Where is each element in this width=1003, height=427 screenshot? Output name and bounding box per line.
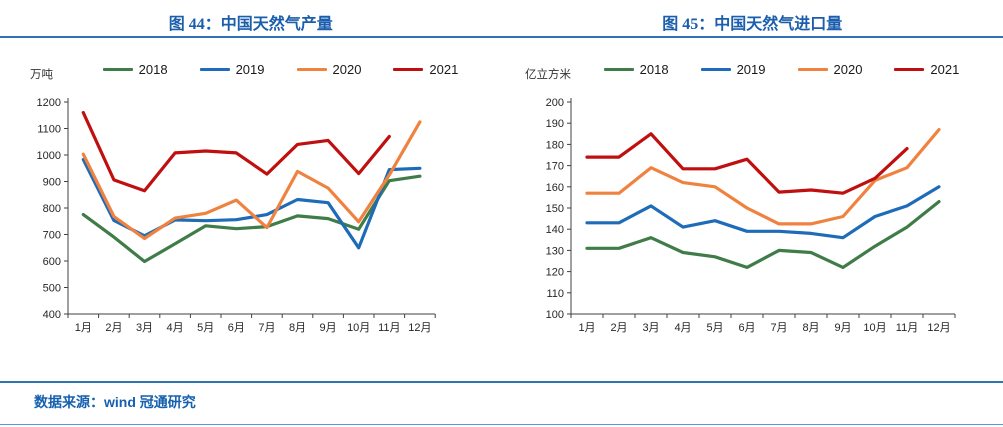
svg-text:6月: 6月 <box>738 322 755 334</box>
svg-text:1200: 1200 <box>37 97 61 109</box>
series-line-2018 <box>585 199 941 269</box>
svg-text:130: 130 <box>546 245 564 257</box>
legend-item-2018: 2018 <box>102 62 168 77</box>
svg-text:100: 100 <box>546 309 564 321</box>
data-source-text: 数据来源：wind 冠通研究 <box>34 394 196 410</box>
svg-text:11月: 11月 <box>896 322 918 334</box>
legend-swatch <box>393 67 424 72</box>
series-line-2018 <box>81 174 422 264</box>
y-axis-unit-label: 万吨 <box>30 69 53 81</box>
imports-chart: 100 110 120 130 140 150 160 170 180 190 200 1月 2月 3月 4… <box>546 97 956 334</box>
svg-text:190: 190 <box>546 118 564 130</box>
svg-text:900: 900 <box>43 177 61 189</box>
legend-swatch <box>700 67 731 72</box>
svg-text:9月: 9月 <box>834 322 851 334</box>
series-line-2021 <box>585 132 909 195</box>
svg-text:1000: 1000 <box>37 150 61 162</box>
svg-text:160: 160 <box>546 182 564 194</box>
svg-text:400: 400 <box>43 309 61 321</box>
svg-text:5月: 5月 <box>706 322 723 334</box>
legend-item-2021: 2021 <box>393 62 458 77</box>
svg-text:8月: 8月 <box>289 322 306 334</box>
legend-label: 2021 <box>429 62 459 77</box>
svg-text:110: 110 <box>546 288 564 300</box>
legend-label: 2018 <box>639 62 669 77</box>
legend-swatch <box>603 67 634 72</box>
legend-item-2020: 2020 <box>296 62 362 77</box>
production-chart-meta: 万吨 2018 2019 2020 2021 <box>0 62 501 92</box>
production-chart-box: 万吨 2018 2019 2020 2021 400 500 600 700 800 900 10… <box>0 38 501 344</box>
imports-chart-legend: 2018 2019 2020 2021 <box>561 62 1002 77</box>
imports-chart-meta: 亿立方米 2018 2019 2020 2021 <box>501 62 1002 92</box>
legend-swatch <box>894 67 925 72</box>
legend-item-2021: 2021 <box>894 62 959 77</box>
legend-label: 2019 <box>235 62 265 77</box>
footer-divider: 数据来源：wind 冠通研究 <box>0 381 1003 412</box>
left-chart-title: 图 44：中国天然气产量 <box>168 16 333 33</box>
series-line-2019 <box>585 185 941 240</box>
legend-label: 2020 <box>332 62 362 77</box>
svg-text:8月: 8月 <box>802 322 819 334</box>
svg-text:600: 600 <box>43 256 61 268</box>
svg-text:200: 200 <box>546 97 564 109</box>
legend-item-2019: 2019 <box>700 62 766 77</box>
svg-text:7月: 7月 <box>770 322 787 334</box>
legend-item-2020: 2020 <box>797 62 863 77</box>
svg-text:120: 120 <box>546 267 564 279</box>
svg-text:3月: 3月 <box>136 322 153 334</box>
production-chart-legend: 2018 2019 2020 2021 <box>60 62 501 77</box>
svg-text:500: 500 <box>43 283 61 295</box>
svg-text:5月: 5月 <box>197 322 214 334</box>
svg-text:7月: 7月 <box>258 322 275 334</box>
svg-text:2月: 2月 <box>105 322 122 334</box>
right-chart-title: 图 45：中国天然气进口量 <box>662 16 843 33</box>
charts-row: 万吨 2018 2019 2020 2021 400 500 600 700 800 900 10… <box>0 38 1003 344</box>
legend-item-2018: 2018 <box>603 62 669 77</box>
svg-text:2月: 2月 <box>610 322 627 334</box>
svg-text:6月: 6月 <box>228 322 245 334</box>
legend-swatch <box>296 67 327 72</box>
series-line-2021 <box>81 111 391 193</box>
svg-text:1100: 1100 <box>37 124 61 136</box>
chart-titles-row: 图 44：中国天然气产量 图 45：中国天然气进口量 <box>0 0 1003 38</box>
svg-text:1月: 1月 <box>578 322 595 334</box>
svg-text:10月: 10月 <box>863 322 886 334</box>
svg-text:4月: 4月 <box>167 322 184 334</box>
svg-text:170: 170 <box>546 161 564 173</box>
bottom-rule <box>0 424 1003 425</box>
svg-text:800: 800 <box>43 203 61 215</box>
svg-text:11月: 11月 <box>378 322 400 334</box>
svg-text:3月: 3月 <box>642 322 659 334</box>
svg-text:1月: 1月 <box>75 322 92 334</box>
svg-text:10月: 10月 <box>347 322 370 334</box>
legend-label: 2019 <box>736 62 766 77</box>
legend-swatch <box>102 67 133 72</box>
imports-chart-box: 亿立方米 2018 2019 2020 2021 100 110 120 130 140 150… <box>501 38 1002 344</box>
svg-text:12月: 12月 <box>408 322 431 334</box>
svg-text:4月: 4月 <box>674 322 691 334</box>
legend-item-2019: 2019 <box>199 62 265 77</box>
svg-text:12月: 12月 <box>927 322 950 334</box>
svg-text:140: 140 <box>546 224 564 236</box>
svg-text:180: 180 <box>546 139 564 151</box>
series-line-2020 <box>585 127 941 226</box>
y-axis-unit-label: 亿立方米 <box>525 69 571 81</box>
legend-label: 2018 <box>138 62 168 77</box>
svg-text:150: 150 <box>546 203 564 215</box>
series-line-2020 <box>81 120 422 241</box>
svg-text:9月: 9月 <box>320 322 337 334</box>
production-chart: 400 500 600 700 800 900 1000 1100 1200 1月 2月 3月 4月 5月… <box>37 97 436 334</box>
svg-text:700: 700 <box>43 230 61 242</box>
legend-label: 2021 <box>930 62 960 77</box>
legend-swatch <box>199 67 230 72</box>
legend-swatch <box>797 67 828 72</box>
legend-label: 2020 <box>833 62 863 77</box>
